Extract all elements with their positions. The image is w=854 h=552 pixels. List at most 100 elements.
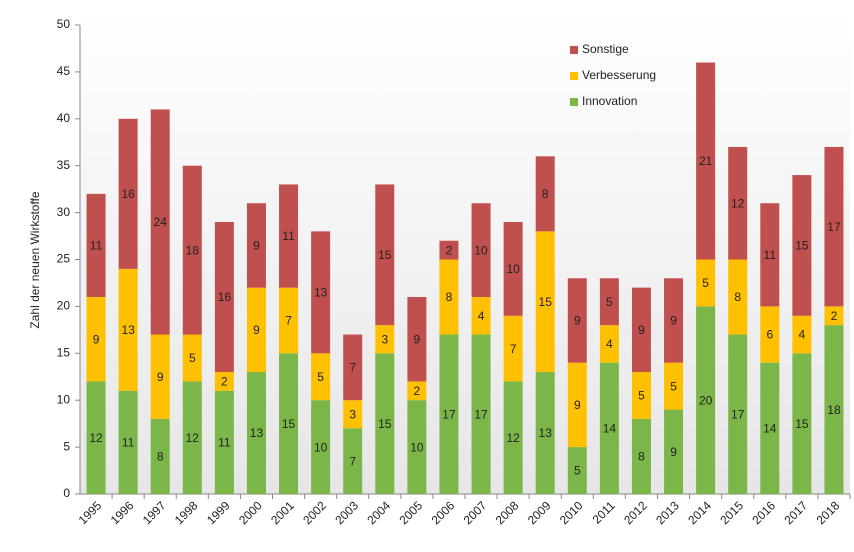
x-tick-label: 2009 xyxy=(525,498,554,527)
data-label: 11 xyxy=(282,229,295,243)
data-label: 9 xyxy=(670,445,677,459)
data-label: 14 xyxy=(603,422,617,436)
data-label: 11 xyxy=(122,436,135,450)
data-label: 9 xyxy=(93,332,100,346)
y-tick-label: 50 xyxy=(57,17,71,31)
x-tick-label: 1995 xyxy=(76,498,105,527)
x-tick-label: 2002 xyxy=(300,498,329,527)
bar-segment xyxy=(246,287,266,373)
data-label: 5 xyxy=(317,370,324,384)
legend-swatch xyxy=(570,98,578,106)
bar-segment xyxy=(279,353,299,494)
data-label: 15 xyxy=(795,239,809,253)
data-label: 11 xyxy=(90,239,103,253)
bar-segment xyxy=(824,146,844,307)
data-label: 12 xyxy=(89,431,103,445)
bar-segment xyxy=(118,390,138,494)
data-label: 9 xyxy=(253,323,260,337)
bar-segment xyxy=(439,334,459,494)
bar-segment xyxy=(86,193,106,298)
data-label: 2 xyxy=(221,375,228,389)
data-label: 17 xyxy=(827,220,841,234)
bar-segment xyxy=(696,306,716,494)
bar-segment xyxy=(471,334,491,494)
bar-segment xyxy=(631,287,651,373)
data-label: 9 xyxy=(414,332,421,346)
x-tick-label: 2007 xyxy=(461,498,490,527)
bar-segment xyxy=(760,362,780,494)
x-tick-label: 2015 xyxy=(717,498,746,527)
bar-segment xyxy=(439,240,459,260)
bar-segment xyxy=(246,203,266,288)
bar-segment xyxy=(343,334,363,401)
y-tick-label: 10 xyxy=(57,392,71,406)
data-label: 15 xyxy=(378,417,392,431)
data-label: 18 xyxy=(186,243,200,257)
data-label: 5 xyxy=(189,351,196,365)
bar-segment xyxy=(792,353,812,494)
y-tick-label: 20 xyxy=(57,299,71,313)
data-label: 9 xyxy=(638,323,645,337)
y-tick-label: 45 xyxy=(57,64,71,78)
bar-segment xyxy=(696,62,716,260)
bar-segment xyxy=(535,156,555,232)
x-tick-label: 2004 xyxy=(364,498,393,527)
data-label: 8 xyxy=(638,450,645,464)
data-label: 15 xyxy=(539,295,553,309)
bar-segment xyxy=(279,287,299,354)
bar-segment xyxy=(150,109,170,335)
x-tick-label: 2014 xyxy=(685,498,714,527)
y-tick-label: 15 xyxy=(57,345,71,359)
y-tick-label: 40 xyxy=(57,111,71,125)
bar-segment xyxy=(599,362,619,494)
data-label: 5 xyxy=(702,276,709,290)
bar-segment xyxy=(599,278,619,326)
x-tick-label: 2017 xyxy=(781,498,810,527)
bar-segment xyxy=(664,362,684,410)
legend-label: Sonstige xyxy=(582,42,629,56)
data-label: 5 xyxy=(638,389,645,403)
data-label: 10 xyxy=(410,440,424,454)
data-label: 10 xyxy=(314,440,328,454)
data-label: 20 xyxy=(699,393,713,407)
data-label: 5 xyxy=(574,464,581,478)
x-tick-label: 1996 xyxy=(108,498,137,527)
y-tick-label: 35 xyxy=(57,158,71,172)
bar-segment xyxy=(246,372,266,494)
data-label: 6 xyxy=(766,328,773,342)
data-label: 14 xyxy=(763,422,777,436)
bar-segment xyxy=(343,428,363,494)
bar-segment xyxy=(311,353,331,401)
data-label: 9 xyxy=(253,239,260,253)
data-label: 10 xyxy=(474,243,488,257)
data-label: 17 xyxy=(442,407,456,421)
x-tick-label: 1998 xyxy=(172,498,201,527)
x-tick-label: 2013 xyxy=(653,498,682,527)
x-tick-label: 2006 xyxy=(429,498,458,527)
bar-segment xyxy=(792,175,812,316)
y-tick-label: 30 xyxy=(57,205,71,219)
bar-segment xyxy=(599,325,619,363)
bar-segment xyxy=(118,268,138,391)
bar-segment xyxy=(792,315,812,354)
bar-segment xyxy=(760,203,780,307)
data-label: 5 xyxy=(606,295,613,309)
data-label: 11 xyxy=(218,436,231,450)
bar-segment xyxy=(631,418,651,494)
bar-segment xyxy=(150,418,170,494)
data-label: 3 xyxy=(381,332,388,346)
y-tick-label: 0 xyxy=(63,486,70,500)
bar-segment xyxy=(86,381,106,494)
bar-segment xyxy=(696,259,716,307)
data-label: 4 xyxy=(799,328,806,342)
data-label: 3 xyxy=(349,407,356,421)
bar-segment xyxy=(503,221,523,316)
bar-segment xyxy=(439,259,459,335)
bar-segment xyxy=(279,184,299,288)
data-label: 18 xyxy=(827,403,841,417)
bar-segment xyxy=(182,381,202,494)
data-label: 4 xyxy=(478,309,485,323)
x-tick-label: 2010 xyxy=(557,498,586,527)
bar-segment xyxy=(214,372,234,391)
